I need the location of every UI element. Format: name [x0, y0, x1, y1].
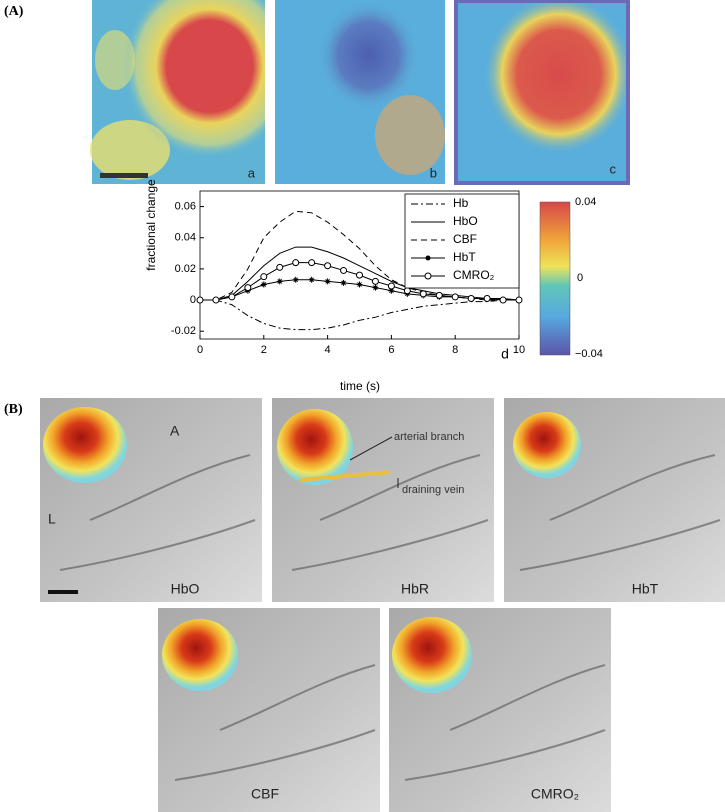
- marker: [387, 282, 395, 290]
- heatmap-a: a: [90, 0, 265, 184]
- annotation: L: [48, 511, 56, 527]
- marker: [308, 276, 315, 283]
- y-axis-label: fractional change: [144, 179, 158, 271]
- legend-box: [404, 193, 520, 289]
- legend-marker: [424, 272, 432, 280]
- image-label: HbT: [632, 581, 659, 597]
- marker: [388, 287, 395, 294]
- marker: [435, 291, 443, 299]
- marker: [324, 262, 332, 270]
- panel-label: d: [501, 346, 509, 362]
- marker: [228, 293, 236, 301]
- marker: [499, 296, 507, 304]
- image-label: HbR: [401, 581, 429, 597]
- image-label: c: [610, 161, 617, 176]
- marker: [276, 263, 284, 271]
- heatmap-c: c: [454, 0, 630, 185]
- legend-label: HbT: [453, 250, 476, 264]
- line-chart: fractional change time (s) d 0 2 4 6 8 10 -0.0…: [144, 179, 525, 393]
- colorbar-label: 0: [577, 272, 583, 284]
- marker: [260, 281, 267, 288]
- y-tick-label: 0: [190, 294, 196, 306]
- colorbar-label: 0.04: [575, 196, 596, 208]
- legend-label: HbO: [453, 214, 478, 228]
- marker: [372, 284, 379, 291]
- marker: [451, 293, 459, 301]
- marker: [308, 259, 316, 267]
- legend-label: Hb: [453, 196, 469, 210]
- x-tick-label: 10: [513, 344, 525, 356]
- image-label: CBF: [251, 786, 279, 802]
- y-tick-label: 0.06: [175, 200, 196, 212]
- photo-hbr: arterial branch draining vein HbR: [272, 398, 494, 602]
- marker: [276, 278, 283, 285]
- colorbar-label: −0.04: [575, 348, 603, 360]
- marker: [212, 296, 220, 304]
- image-label: a: [248, 165, 256, 180]
- series-line: [200, 210, 519, 301]
- marker: [356, 271, 363, 279]
- marker: [292, 259, 300, 267]
- marker: [371, 277, 379, 285]
- panel-label: (B): [4, 402, 23, 417]
- series-line: [200, 299, 519, 331]
- annotation: A: [170, 423, 180, 439]
- colorbar: 0.04 0 −0.04: [539, 196, 603, 360]
- marker: [483, 294, 491, 302]
- marker: [403, 287, 411, 295]
- marker: [324, 278, 331, 285]
- marker: [292, 276, 299, 283]
- annotation: arterial branch: [394, 431, 464, 443]
- marker: [340, 279, 347, 286]
- marker: [340, 266, 348, 274]
- photo-hbo: A L HbO: [40, 398, 262, 602]
- image-label: CMRO₂: [531, 786, 579, 802]
- legend-label: CMRO₂: [453, 268, 495, 282]
- heatmap-b: b: [275, 0, 445, 184]
- legend-label: CBF: [453, 232, 477, 246]
- image-label: b: [430, 165, 437, 180]
- x-tick-label: 6: [388, 344, 394, 356]
- y-tick-label: 0.04: [175, 232, 196, 244]
- photo-cmro2: CMRO₂: [389, 608, 611, 812]
- marker: [260, 273, 268, 281]
- x-tick-label: 4: [325, 344, 331, 356]
- y-tick-label: 0.02: [175, 263, 196, 275]
- legend-marker: [425, 255, 431, 261]
- panel-label: (A): [4, 4, 24, 19]
- marker: [515, 296, 523, 304]
- x-axis-label: time (s): [340, 379, 380, 393]
- photo-cbf: CBF: [158, 608, 380, 812]
- x-tick-label: 2: [261, 344, 267, 356]
- marker: [467, 294, 475, 302]
- marker: [196, 296, 204, 304]
- marker: [244, 284, 252, 292]
- image-label: HbO: [171, 581, 200, 597]
- annotation: draining vein: [402, 484, 464, 496]
- y-tick-label: -0.02: [171, 325, 196, 337]
- series-line: [200, 246, 520, 301]
- x-tick-label: 0: [197, 344, 203, 356]
- marker: [356, 281, 363, 288]
- marker: [419, 290, 427, 298]
- photo-hbt: HbT: [504, 398, 725, 602]
- x-tick-label: 8: [452, 344, 458, 356]
